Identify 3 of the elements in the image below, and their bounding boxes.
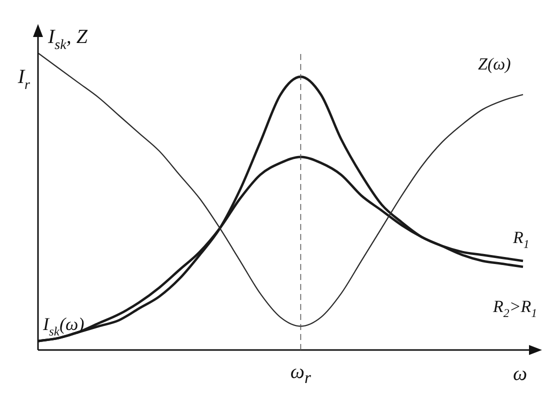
series-label: Z(ω) (478, 54, 512, 74)
text: ω$_{r}$ (290, 361, 312, 387)
x-axis-title: ω (513, 363, 528, 385)
